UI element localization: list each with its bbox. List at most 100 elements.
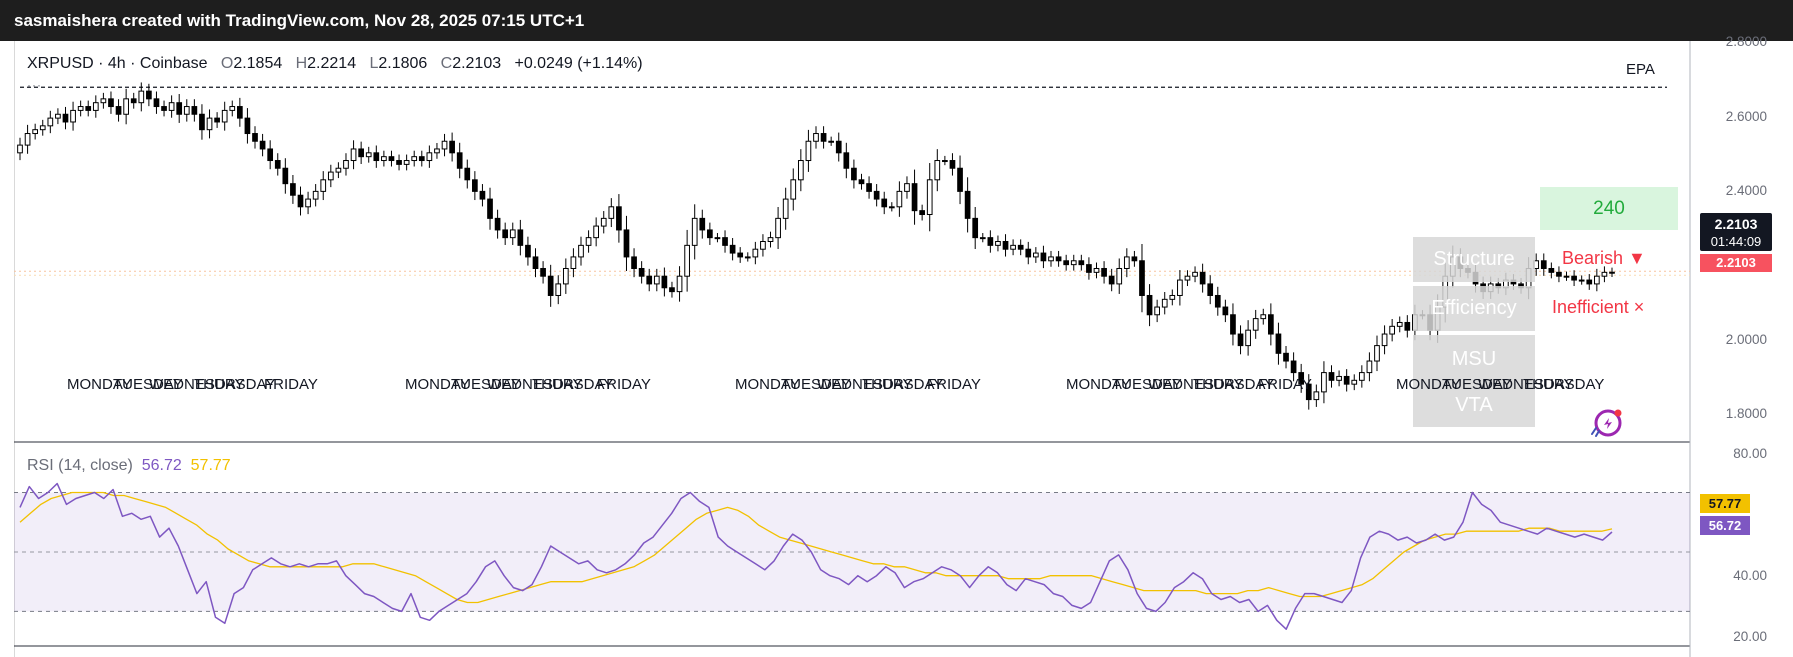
chart-credit-header: sasmaishera created with TradingView.com… [0, 0, 1793, 41]
candle-body [790, 179, 797, 200]
candle-body [1010, 244, 1016, 250]
candle-body [608, 206, 615, 219]
candle-body [638, 267, 645, 277]
candle-body [934, 160, 941, 181]
rsi-tick: 20.00 [1733, 629, 1767, 644]
rsi-label[interactable]: RSI (14, close) [27, 457, 133, 474]
structure-button[interactable]: Structure [1413, 237, 1535, 282]
candle-body [229, 106, 236, 111]
symbol-name[interactable]: XRPUSD · 4h · Coinbase [27, 55, 208, 72]
candle-body [434, 148, 440, 154]
price-tick: 2.6000 [1725, 109, 1767, 124]
efficiency-button[interactable]: Efficiency [1413, 286, 1535, 331]
price-tick: 2.4000 [1725, 183, 1767, 198]
candle-body [24, 133, 31, 146]
candle-body [578, 244, 584, 258]
candle-body [669, 287, 675, 293]
candle-body [1207, 283, 1214, 296]
candle-body [252, 133, 258, 142]
candle-body [585, 237, 592, 246]
day-label: THURSDAY [532, 376, 614, 393]
candle-body [312, 190, 319, 200]
grid-layer [14, 41, 1691, 657]
candle-body [1404, 321, 1411, 331]
legend-ellipsis[interactable]: ··· [27, 78, 42, 92]
timeframe-box: 240 [1540, 187, 1678, 230]
candle-body [616, 206, 622, 231]
candle-body [1222, 306, 1229, 316]
candle-body [441, 140, 448, 150]
candle-body [911, 183, 918, 212]
candle-body [464, 167, 471, 181]
candle-body [55, 113, 61, 119]
rsi-line [19, 482, 1613, 630]
tradingview-logo-icon[interactable] [1590, 406, 1626, 438]
candle-body [722, 237, 728, 246]
candle-body [305, 198, 311, 208]
candle-body [752, 248, 759, 258]
candle-body [206, 117, 213, 131]
candle-body [1313, 391, 1320, 401]
candle-body [1283, 352, 1289, 362]
candle-body [972, 217, 979, 239]
candle-body [1116, 267, 1123, 285]
symbol-legend: XRPUSD · 4h · Coinbase O2.1854 H2.2214 L… [27, 55, 643, 73]
candle-body [661, 275, 668, 289]
candle-body [562, 267, 569, 285]
candle-body [1108, 275, 1115, 285]
candle-body [267, 148, 274, 162]
candle-body [737, 252, 744, 258]
vta-label: VTA [1455, 394, 1493, 416]
candle-body [1139, 260, 1145, 296]
candle-body [70, 109, 76, 123]
candle-body [214, 117, 220, 123]
candle-body [1154, 306, 1160, 316]
candle-body [1305, 383, 1312, 401]
candle-body [866, 183, 872, 192]
candle-body [805, 140, 812, 162]
candle-body [1275, 333, 1282, 354]
day-label: TUESDAY [1442, 376, 1512, 393]
candle-body [1078, 260, 1085, 266]
candle-body [1199, 271, 1206, 285]
candle-body [1070, 260, 1077, 266]
candle-body [62, 113, 69, 123]
credit-text: sasmaishera created with TradingView.com… [14, 11, 585, 30]
candle-body [100, 98, 107, 104]
candle-body [199, 113, 205, 131]
candle-body [1343, 375, 1350, 385]
candle-body [1548, 267, 1555, 273]
candle-body [1025, 248, 1032, 258]
candle-body [449, 140, 455, 154]
open-value: 2.1854 [233, 55, 283, 72]
day-label: TUESDAY [451, 376, 521, 393]
candle-body [1032, 252, 1039, 258]
candle-body [843, 152, 850, 169]
candle-body [236, 106, 243, 119]
candle-body [509, 229, 516, 239]
candle-body [1556, 271, 1562, 277]
rsi-ma-value: 57.77 [190, 457, 231, 474]
candle-body [600, 217, 607, 227]
candle-body [343, 160, 349, 169]
close-value: 2.2103 [452, 55, 502, 72]
day-label: MONDAY [1396, 376, 1461, 393]
candle-body [775, 217, 781, 239]
candle-body [873, 190, 880, 200]
candle-body [373, 152, 380, 162]
rsi-value-tag: 56.72 [1700, 516, 1750, 535]
rsi-legend: RSI (14, close) 56.72 57.77 [27, 457, 231, 475]
candle-body [517, 229, 524, 246]
candle-body [851, 167, 857, 181]
candle-body [570, 256, 577, 269]
last-price-value: 2.2103 [1714, 216, 1758, 232]
last-price-tag: 2.2103 01:44:09 [1700, 213, 1772, 251]
candle-body [1578, 279, 1585, 282]
msu-vta-button[interactable]: MSU VTA [1413, 335, 1535, 427]
candle-body [540, 267, 546, 277]
day-label: FRIDAY [927, 376, 981, 393]
candle-body [108, 98, 114, 108]
inefficient-label: Inefficient × [1552, 297, 1645, 317]
candle-body [1601, 271, 1608, 277]
